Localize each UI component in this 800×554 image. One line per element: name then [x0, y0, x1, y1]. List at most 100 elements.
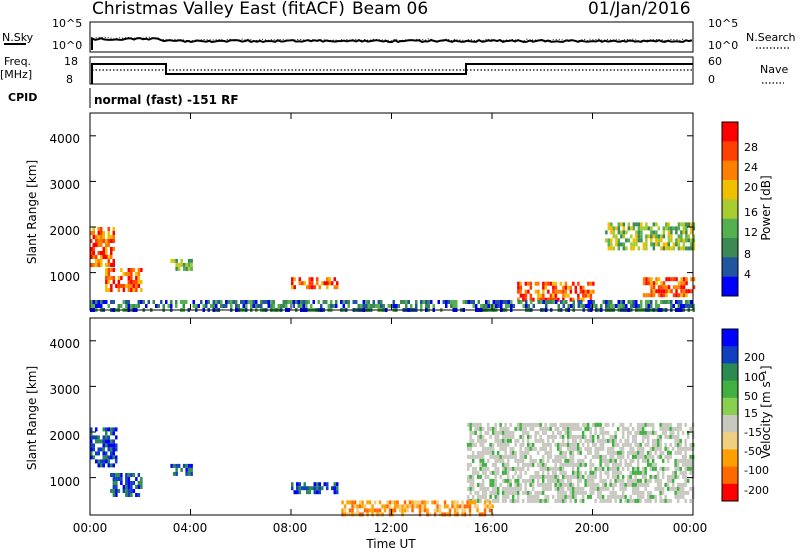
data-cell [596, 434, 600, 439]
data-cell [589, 474, 592, 479]
data-cell [484, 430, 487, 435]
data-cell [665, 277, 668, 282]
data-cell [529, 293, 533, 298]
data-cell [532, 304, 535, 308]
data-cell [631, 498, 635, 503]
data-cell [333, 482, 336, 487]
data-cell [112, 431, 115, 436]
data-cell [351, 508, 354, 513]
data-cell [610, 300, 613, 304]
data-cell [506, 474, 510, 479]
data-cell [581, 422, 585, 427]
data-cell [581, 474, 585, 479]
data-cell [97, 459, 100, 464]
data-cell [524, 478, 527, 483]
data-cell [112, 231, 115, 235]
data-cell [564, 289, 568, 294]
data-cell [539, 474, 542, 479]
data-cell [554, 454, 557, 459]
data-cell [499, 446, 502, 451]
data-cell [473, 504, 477, 509]
data-cell [501, 430, 505, 435]
data-cell [501, 470, 505, 475]
data-cell [677, 238, 681, 243]
data-cell [165, 300, 168, 304]
data-cell [411, 508, 414, 513]
data-cell [564, 281, 568, 286]
data-cell [496, 470, 500, 475]
data-cell [646, 434, 650, 439]
data-cell [107, 231, 110, 235]
data-cell [549, 474, 552, 479]
data-cell [110, 268, 113, 272]
data-cell [105, 243, 108, 247]
data-cell [549, 281, 553, 286]
data-cell [614, 458, 617, 463]
data-cell [137, 473, 141, 477]
data-cell [590, 300, 593, 304]
data-cell [574, 438, 577, 443]
data-cell [675, 289, 678, 294]
data-cell [660, 281, 663, 286]
data-cell [130, 268, 133, 272]
data-cell [666, 478, 670, 483]
data-cell [687, 238, 691, 243]
data-cell [601, 442, 605, 447]
data-cell [641, 470, 645, 475]
data-cell [589, 289, 593, 294]
data-cell [682, 230, 686, 235]
data-cell [423, 500, 427, 505]
power-cbar-tick-12: 12 [744, 226, 758, 239]
data-cell [664, 454, 667, 459]
data-cell [561, 450, 565, 455]
data-cell [514, 482, 517, 487]
data-cell [666, 450, 670, 455]
data-cell [571, 454, 575, 459]
data-cell [308, 490, 311, 495]
data-cell [582, 293, 585, 298]
data-cell [665, 222, 668, 227]
data-cell [604, 438, 607, 443]
data-cell [682, 238, 686, 243]
data-cell [105, 427, 108, 432]
data-cell [396, 504, 399, 509]
data-cell [125, 481, 128, 485]
data-cell [601, 482, 605, 487]
data-cell [651, 442, 655, 447]
data-cell [589, 470, 592, 475]
data-cell [554, 462, 557, 467]
data-cell [501, 462, 505, 467]
data-cell [542, 289, 545, 294]
data-cell [569, 297, 573, 302]
data-cell [110, 463, 113, 468]
data-cell [619, 458, 622, 463]
nsky-tick-top: 10^5 [52, 17, 82, 30]
data-cell [559, 458, 562, 463]
data-cell [565, 300, 568, 304]
data-cell [306, 490, 309, 495]
velocity-colorbar-label: Velocity [m s⁻¹] [759, 365, 773, 458]
data-cell [509, 466, 512, 471]
data-cell [494, 474, 497, 479]
data-cell [580, 304, 583, 308]
data-cell [612, 246, 616, 251]
data-cell [380, 304, 383, 308]
data-cell [594, 422, 597, 427]
data-cell [320, 304, 323, 308]
data-cell [629, 498, 632, 503]
data-cell [140, 288, 143, 292]
data-cell [377, 300, 380, 304]
data-cell [637, 246, 641, 251]
data-cell [92, 447, 95, 452]
data-cell [641, 474, 645, 479]
data-cell [639, 494, 642, 499]
data-cell [297, 300, 300, 304]
data-cell [132, 481, 136, 485]
colorbar-segment [722, 276, 738, 297]
data-cell [665, 226, 668, 231]
data-cell [336, 281, 339, 286]
data-cell [671, 430, 675, 435]
data-cell [686, 430, 690, 435]
data-cell [607, 242, 611, 247]
data-cell [353, 500, 357, 505]
